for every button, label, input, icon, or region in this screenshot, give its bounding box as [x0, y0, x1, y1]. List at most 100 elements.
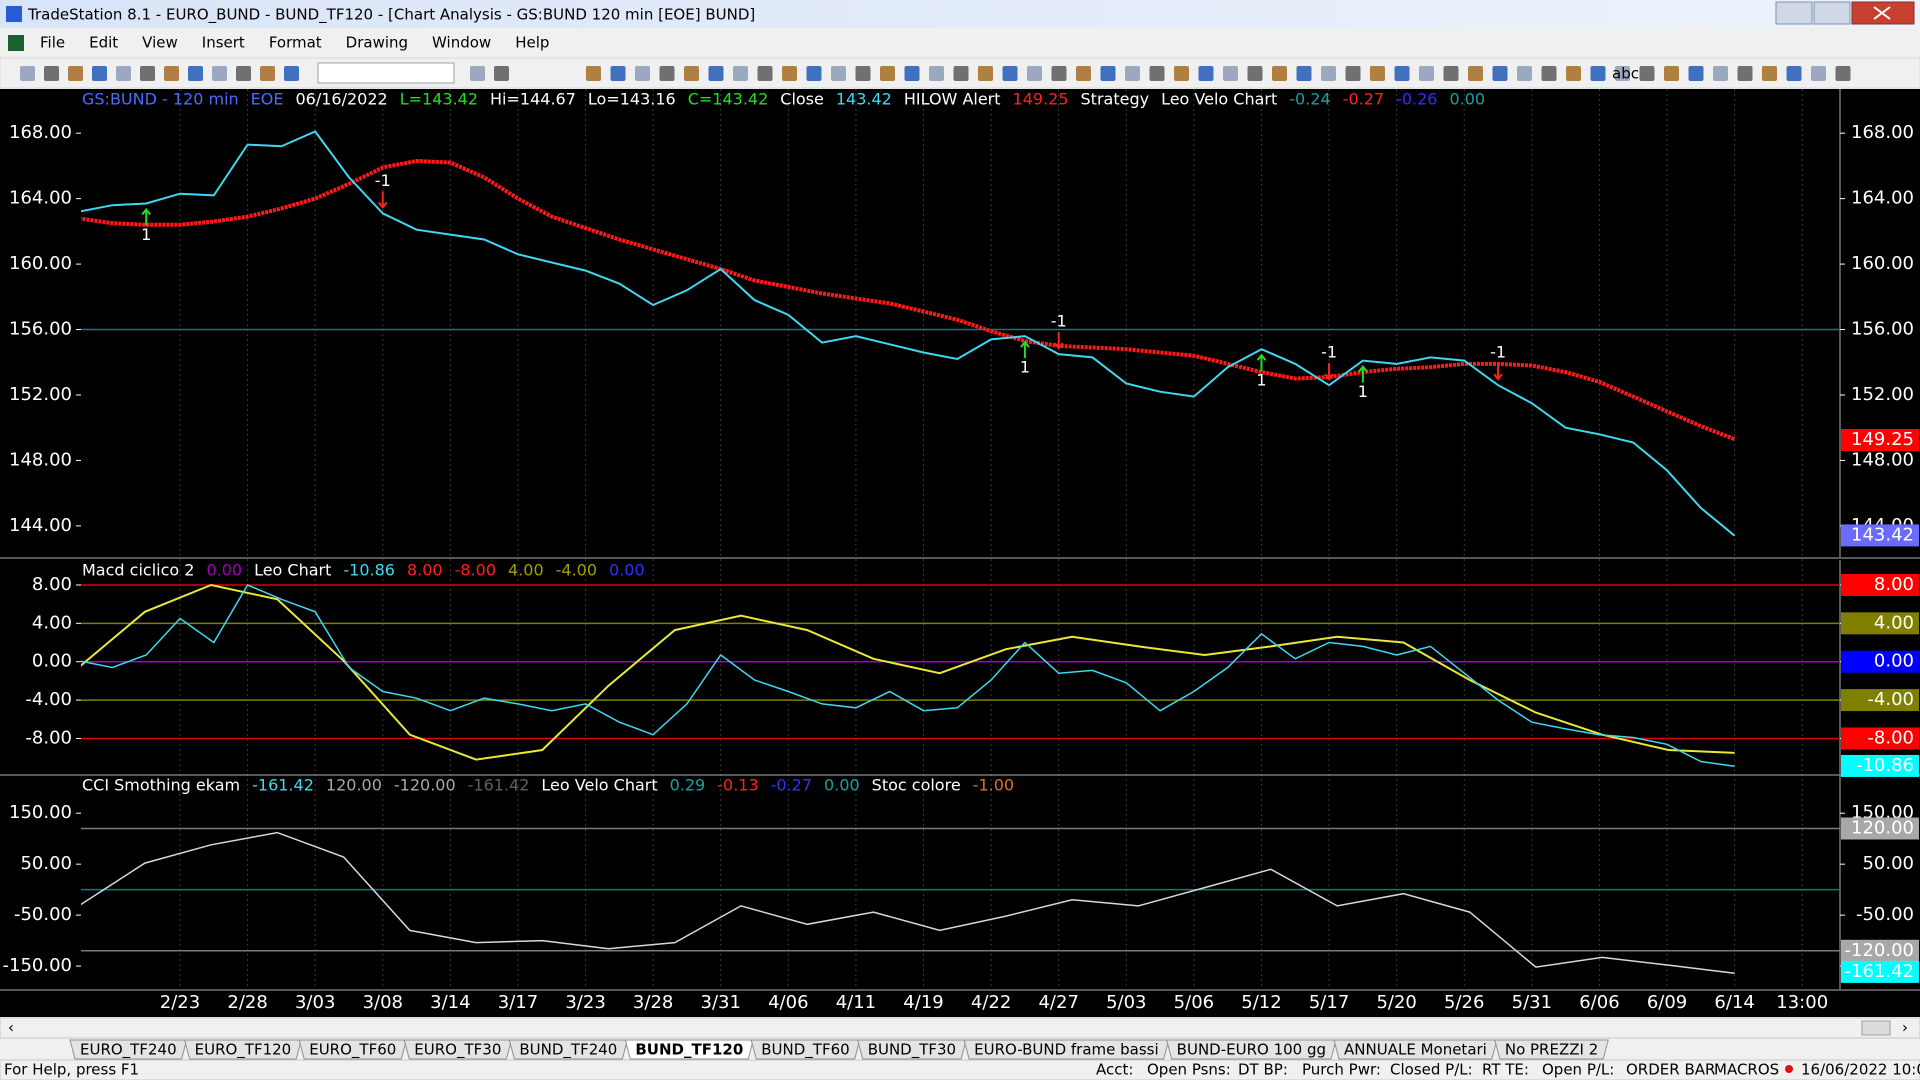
tool-button[interactable]	[1223, 66, 1238, 81]
sheet-tab[interactable]: BUND_TF60	[750, 1039, 861, 1060]
tool-button[interactable]	[1321, 66, 1336, 81]
tab-shape[interactable]	[1166, 1039, 1337, 1060]
tool-button[interactable]	[20, 66, 35, 81]
tool-button[interactable]	[68, 66, 83, 81]
tool-button[interactable]	[806, 66, 822, 81]
tab-shape[interactable]	[298, 1039, 407, 1060]
tab-label[interactable]: BUND-EURO 100 gg	[1177, 1041, 1326, 1059]
tool-button[interactable]	[1590, 66, 1606, 81]
tab-label[interactable]: BUND_TF60	[761, 1041, 849, 1060]
tool-button[interactable]	[1492, 66, 1508, 81]
window-controls[interactable]	[1775, 1, 1915, 25]
tab-shape[interactable]	[1494, 1039, 1609, 1060]
maximize-button[interactable]	[1813, 1, 1851, 25]
tab-label[interactable]: ANNUALE Monetari	[1344, 1041, 1487, 1059]
tool-button[interactable]	[44, 66, 59, 81]
tool-button[interactable]	[212, 66, 227, 81]
tab-shape[interactable]	[624, 1039, 754, 1060]
tab-label[interactable]: BUND_TF120	[635, 1041, 743, 1059]
tool-button[interactable]	[757, 66, 773, 81]
menu-item[interactable]: Window	[432, 34, 491, 52]
tab-label[interactable]: EURO_TF120	[195, 1041, 292, 1060]
sheet-tab[interactable]: EURO_TF60	[298, 1039, 407, 1060]
tool-button[interactable]	[1835, 66, 1851, 81]
tool-button[interactable]	[1272, 66, 1287, 81]
tab-shape[interactable]	[183, 1039, 302, 1060]
tool-button[interactable]	[470, 66, 485, 81]
tool-button[interactable]	[831, 66, 846, 81]
tool-button[interactable]	[1149, 66, 1165, 81]
tool-button[interactable]	[140, 66, 155, 81]
minimize-button[interactable]	[1775, 1, 1813, 25]
tab-label[interactable]: BUND_TF240	[519, 1041, 617, 1060]
sheet-tab[interactable]: EURO_TF120	[183, 1039, 302, 1060]
tool-button[interactable]	[1566, 66, 1581, 81]
tool-button[interactable]	[684, 66, 699, 81]
tab-label[interactable]: EURO_TF30	[414, 1041, 501, 1060]
tool-button[interactable]	[164, 66, 179, 81]
menu-item[interactable]: Insert	[202, 34, 245, 52]
scrollbar[interactable]	[0, 1017, 1920, 1039]
menu-item[interactable]: File	[40, 34, 65, 52]
tool-button[interactable]	[236, 66, 251, 81]
sheet-tab[interactable]: EURO-BUND frame bassi	[963, 1039, 1170, 1060]
tool-button[interactable]	[116, 66, 131, 81]
tool-button[interactable]	[1517, 66, 1532, 81]
tool-button[interactable]	[1664, 66, 1679, 81]
scroll-left[interactable]: ‹	[8, 1019, 14, 1037]
sheet-tab[interactable]: BUND-EURO 100 gg	[1166, 1039, 1337, 1060]
tool-button[interactable]	[1174, 66, 1189, 81]
tool-button[interactable]	[284, 66, 299, 81]
tool-button[interactable]	[260, 66, 275, 81]
tool-button[interactable]	[188, 66, 203, 81]
tool-button[interactable]	[1443, 66, 1459, 81]
tool-button[interactable]	[1713, 66, 1728, 81]
sheet-tab[interactable]: BUND_TF240	[508, 1039, 628, 1060]
tab-shape[interactable]	[403, 1039, 513, 1060]
menu-item[interactable]: Edit	[89, 34, 118, 52]
tool-button[interactable]	[733, 66, 748, 81]
tool-button[interactable]	[635, 66, 650, 81]
tool-button[interactable]	[1639, 66, 1655, 81]
tab-shape[interactable]	[1333, 1039, 1498, 1060]
tool-button[interactable]	[1027, 66, 1042, 81]
tool-button[interactable]	[1688, 66, 1704, 81]
sheet-tab[interactable]: ANNUALE Monetari	[1333, 1039, 1498, 1060]
tool-button[interactable]	[1051, 66, 1067, 81]
tool-button[interactable]	[1419, 66, 1434, 81]
tool-button[interactable]	[1468, 66, 1483, 81]
tool-button[interactable]	[1345, 66, 1361, 81]
sheet-tab[interactable]: No PREZZI 2	[1494, 1039, 1609, 1060]
tool-button[interactable]	[855, 66, 871, 81]
sheet-tab[interactable]: EURO_TF30	[403, 1039, 513, 1060]
tool-button[interactable]	[494, 66, 509, 81]
tab-shape[interactable]	[963, 1039, 1170, 1060]
tool-button[interactable]	[1615, 66, 1630, 81]
tool-button[interactable]	[978, 66, 993, 81]
tab-label[interactable]: BUND_TF30	[868, 1041, 956, 1060]
tool-button[interactable]	[1198, 66, 1214, 81]
tool-button[interactable]	[782, 66, 797, 81]
sheet-tab[interactable]: BUND_TF120	[624, 1039, 754, 1060]
tool-button[interactable]	[659, 66, 675, 81]
tool-button[interactable]	[610, 66, 626, 81]
tool-button[interactable]	[1002, 66, 1018, 81]
tool-button[interactable]	[929, 66, 944, 81]
tool-label[interactable]: abc	[1612, 65, 1639, 83]
tool-button[interactable]	[1762, 66, 1777, 81]
menu-item[interactable]: Format	[269, 34, 322, 52]
tool-button[interactable]	[904, 66, 920, 81]
symbol-combo[interactable]	[317, 62, 455, 84]
tool-button[interactable]	[1296, 66, 1312, 81]
tool-button[interactable]	[880, 66, 895, 81]
tool-button[interactable]	[1100, 66, 1116, 81]
tool-button[interactable]	[1541, 66, 1557, 81]
tab-shape[interactable]	[69, 1039, 188, 1060]
tab-label[interactable]: No PREZZI 2	[1505, 1041, 1598, 1059]
tab-shape[interactable]	[857, 1039, 967, 1060]
tool-button[interactable]	[1076, 66, 1091, 81]
tool-button[interactable]	[1125, 66, 1140, 81]
tool-button[interactable]	[92, 66, 107, 81]
menu-item[interactable]: View	[142, 34, 178, 52]
menu-item[interactable]: Help	[515, 34, 549, 52]
